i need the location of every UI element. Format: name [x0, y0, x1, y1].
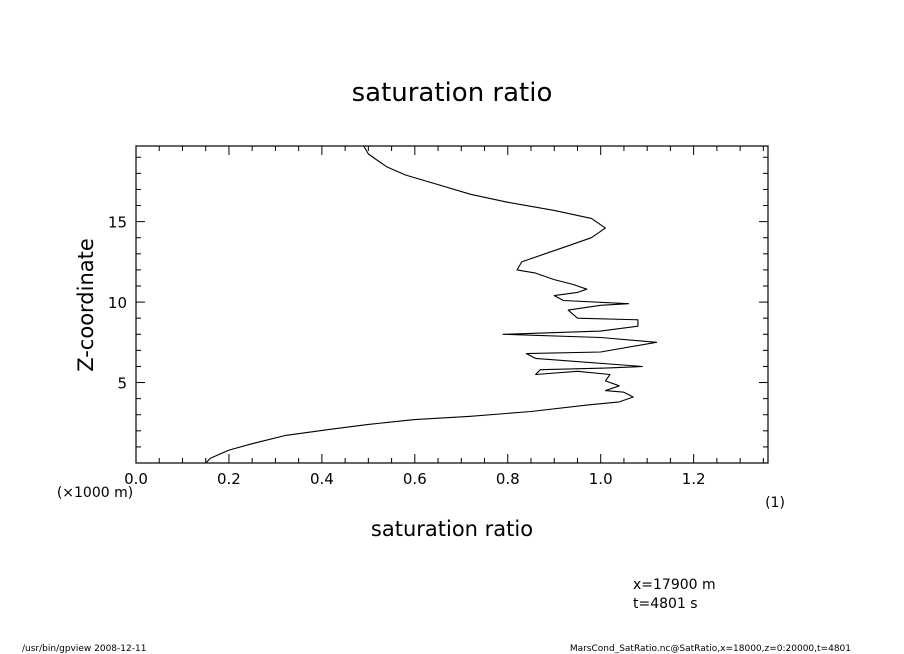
chart-title: saturation ratio: [352, 78, 553, 108]
y-tick-label: 15: [108, 214, 127, 232]
footer-program: /usr/bin/gpview 2008-12-11: [22, 644, 146, 654]
x-tick-label: 0.2: [217, 470, 241, 488]
info-time: t=4801 s: [633, 596, 698, 612]
y-tick-label: 10: [108, 294, 127, 312]
x-tick-label: 0.8: [496, 470, 520, 488]
x-tick-label: 0.0: [124, 470, 148, 488]
plot-frame: [135, 145, 769, 464]
info-position: x=17900 m: [633, 577, 716, 593]
x-tick-label: 1.0: [589, 470, 613, 488]
x-axis-unit: (1): [765, 495, 785, 511]
x-tick-label: 0.6: [403, 470, 427, 488]
x-axis-label: saturation ratio: [371, 517, 533, 541]
footer-source: MarsCond_SatRatio.nc@SatRatio,x=18000,z=…: [570, 644, 851, 654]
y-axis-label: Z-coordinate: [74, 238, 98, 372]
plot-area: 0.0 0.2 0.4 0.6 0.8 1.0 1.2 5 10 15: [108, 145, 769, 488]
x-tick-label: 0.4: [310, 470, 334, 488]
y-axis-unit: (×1000 m): [57, 485, 133, 501]
y-tick-label: 5: [117, 375, 127, 393]
x-tick-label: 1.2: [682, 470, 706, 488]
series-line: [205, 145, 658, 464]
